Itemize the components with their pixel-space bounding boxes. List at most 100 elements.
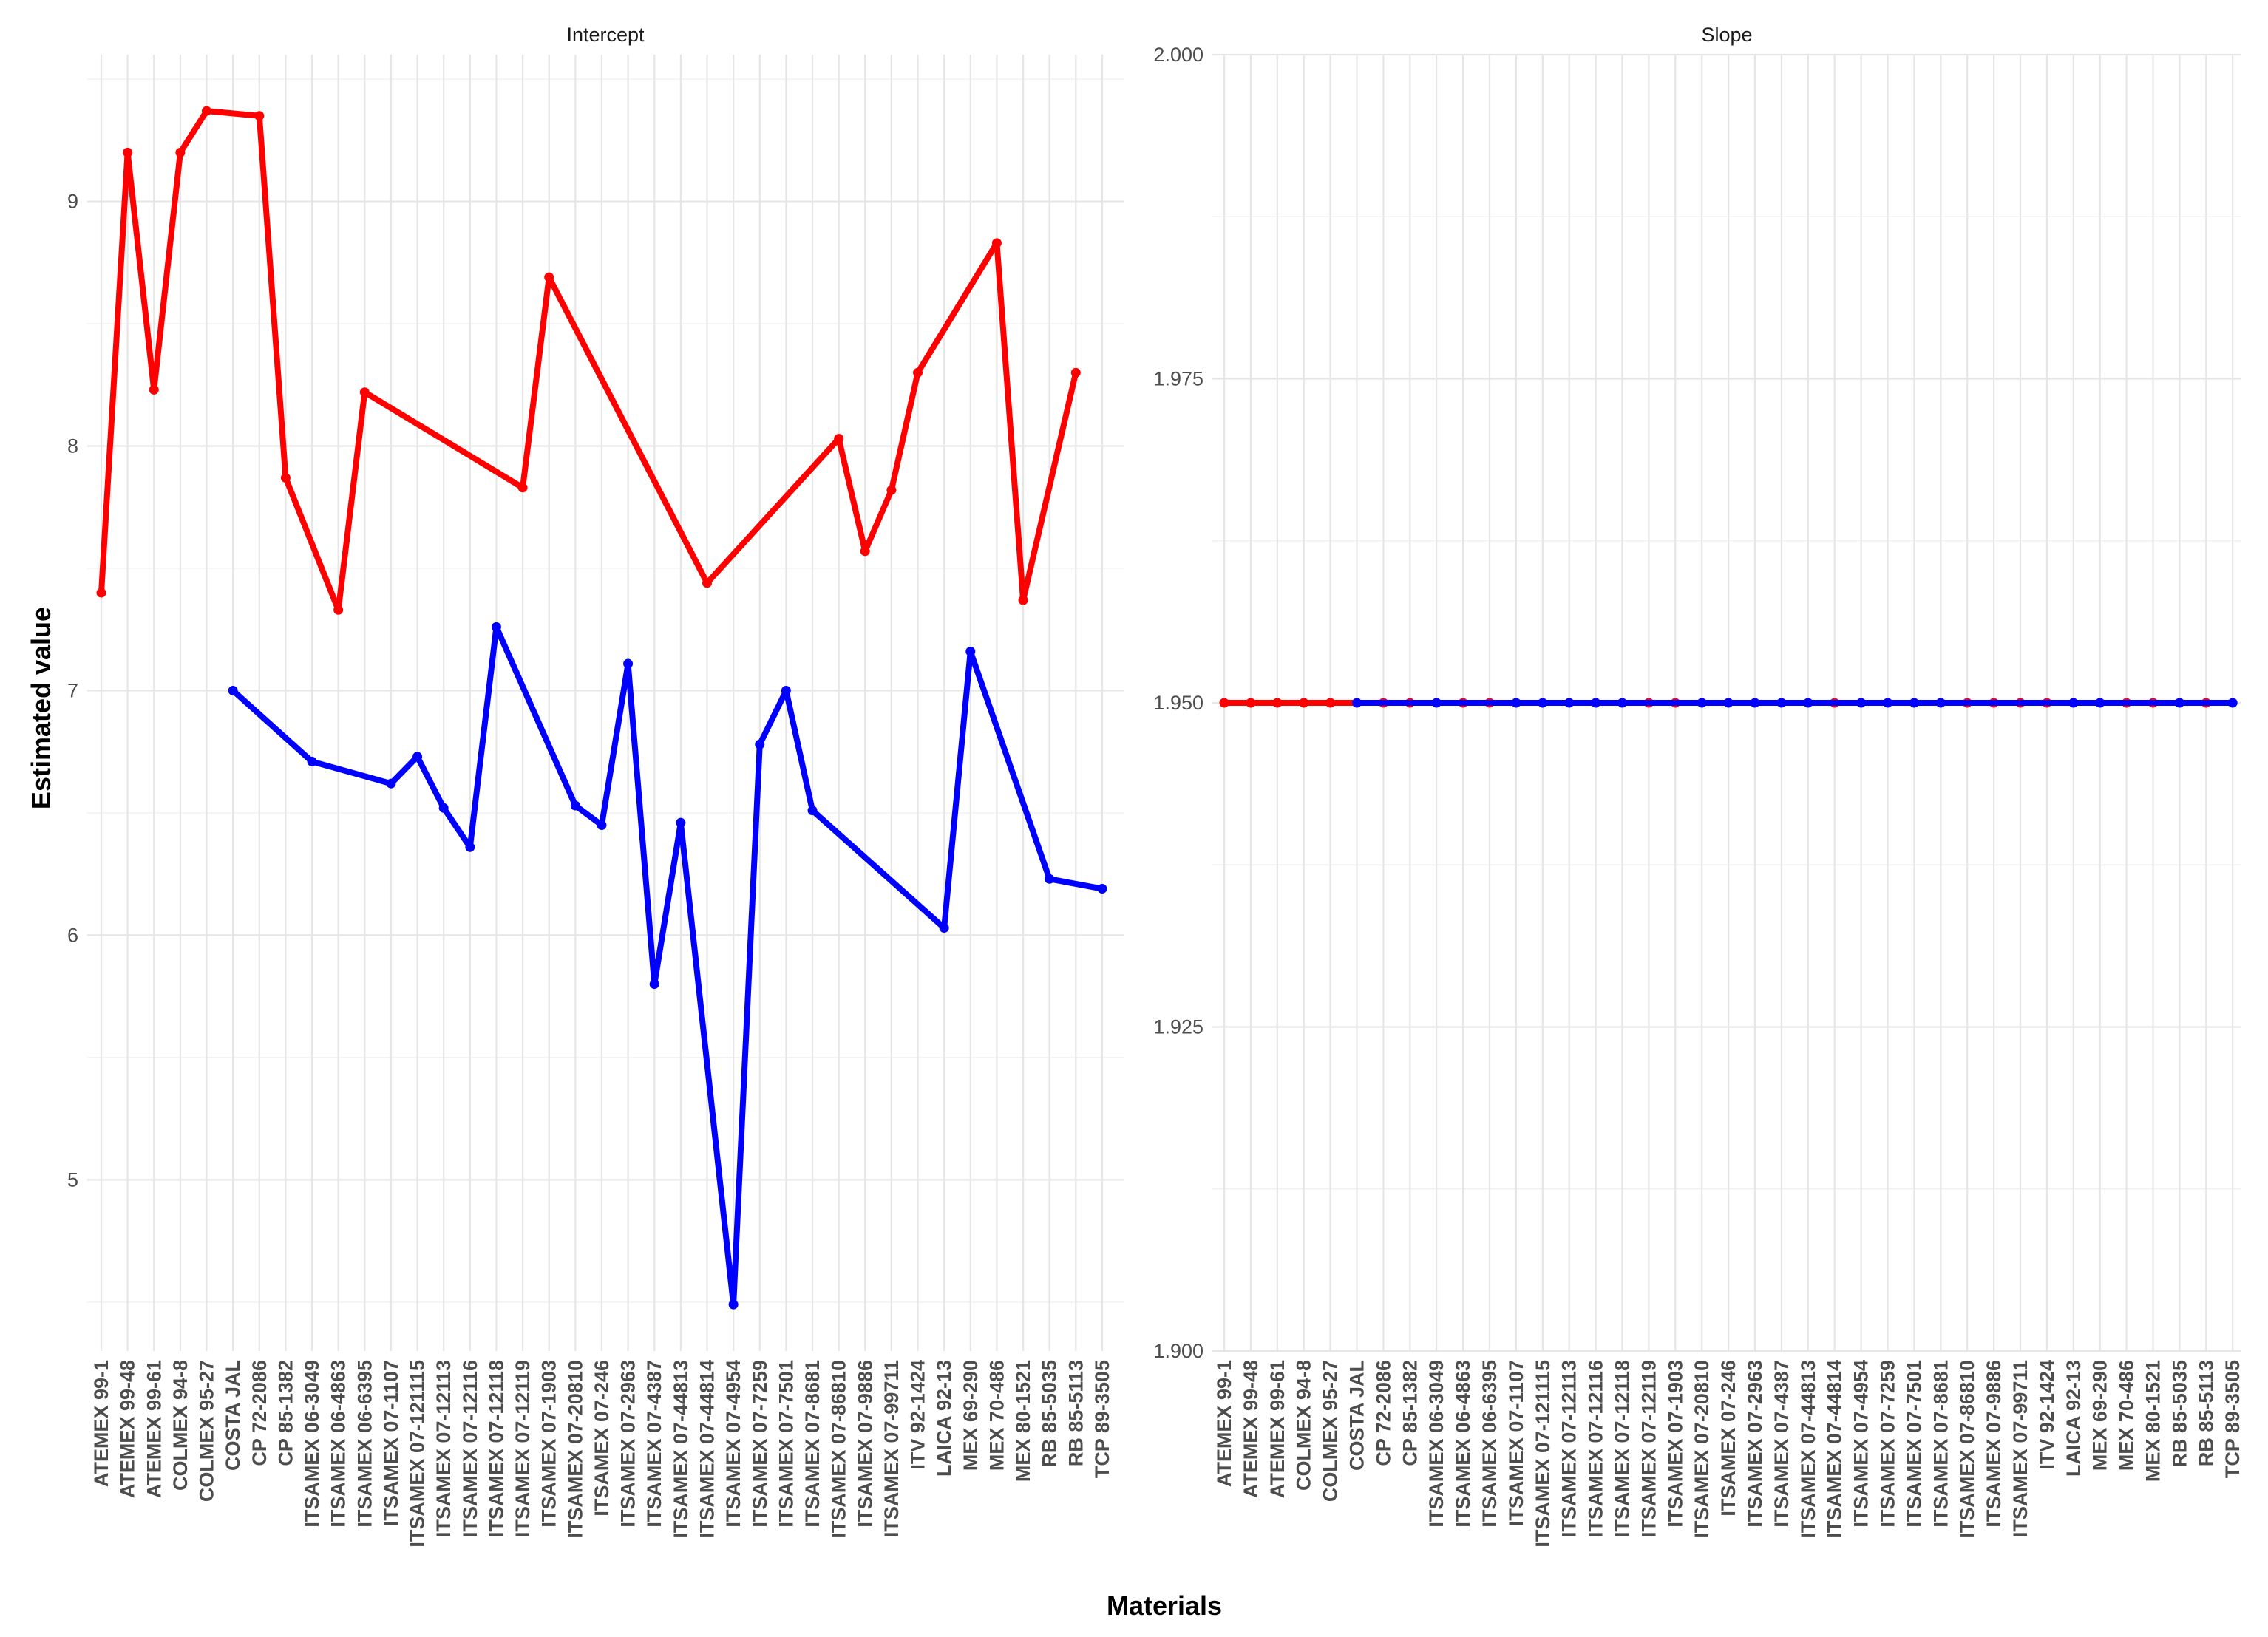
x-tick-label: ITSAMEX 07-99711 <box>2009 1360 2031 1537</box>
series-line <box>230 624 1105 1308</box>
data-point <box>728 1299 739 1310</box>
x-tick-label: TCP 89-3505 <box>2221 1360 2244 1478</box>
data-point <box>834 434 844 444</box>
data-point <box>939 922 949 933</box>
data-point <box>1352 698 1362 708</box>
x-tick-label: COLMEX 95-27 <box>196 1360 218 1502</box>
y-tick-label: 1.900 <box>1153 1340 1203 1362</box>
grid <box>87 55 1124 1351</box>
x-axis-title: Materials <box>1107 1590 1222 1621</box>
x-tick-label: ITV 92-1424 <box>2036 1360 2058 1470</box>
x-tick-label: ITSAMEX 07-20810 <box>564 1360 586 1539</box>
x-tick-label: ITSAMEX 07-99711 <box>880 1360 903 1537</box>
x-tick-label: RB 85-5035 <box>1039 1360 1061 1468</box>
data-point <box>465 842 475 852</box>
data-point <box>649 979 659 990</box>
x-tick-label: ATEMEX 99-48 <box>117 1360 139 1498</box>
x-tick-label: ITSAMEX 07-246 <box>1717 1360 1739 1517</box>
x-tick-label: ITSAMEX 07-7501 <box>775 1360 797 1528</box>
data-point <box>886 485 897 495</box>
x-tick-label: RB 85-5113 <box>2195 1360 2217 1466</box>
data-point <box>1272 698 1283 708</box>
y-tick-label: 9 <box>67 191 78 213</box>
x-tick-label: MEX 80-1521 <box>1012 1360 1034 1482</box>
x-tick-label: ITSAMEX 07-12119 <box>512 1360 534 1537</box>
x-tick-label: LAICA 92-13 <box>2062 1360 2085 1477</box>
y-tick-label: 5 <box>67 1168 78 1191</box>
data-point <box>2174 698 2184 708</box>
data-point <box>570 800 580 811</box>
x-tick-label: COLMEX 94-8 <box>1293 1360 1315 1491</box>
x-tick-label: ATEMEX 99-61 <box>143 1360 165 1498</box>
data-point <box>1909 698 1919 708</box>
y-tick-label: 1.950 <box>1153 692 1203 714</box>
x-tick-label: ITSAMEX 07-2963 <box>617 1360 639 1528</box>
x-tick-label: ITSAMEX 07-44814 <box>696 1360 718 1539</box>
data-point <box>1697 698 1707 708</box>
x-tick-label: ITSAMEX 07-12118 <box>1612 1360 1634 1537</box>
x-tick-label: CP 85-1382 <box>274 1360 296 1466</box>
data-point <box>2068 698 2079 708</box>
y-axis-title: Estimated value <box>26 607 56 809</box>
x-tick-label: ITSAMEX 07-9886 <box>1983 1360 2005 1528</box>
data-point <box>1431 698 1442 708</box>
x-tick-label: ITSAMEX 07-86810 <box>1956 1360 1978 1539</box>
x-tick-label: TCP 89-3505 <box>1091 1360 1113 1478</box>
x-tick-label: ITSAMEX 07-12116 <box>1585 1360 1607 1537</box>
x-tick-label: MEX 70-486 <box>2116 1360 2138 1471</box>
series-0 <box>96 106 1081 615</box>
data-point <box>491 622 501 632</box>
data-point <box>1219 698 1229 708</box>
x-tick-label: ITV 92-1424 <box>907 1360 929 1470</box>
data-point <box>1591 698 1601 708</box>
x-tick-label: ITSAMEX 07-44813 <box>670 1360 692 1539</box>
y-tick-label: 7 <box>67 679 78 701</box>
data-point <box>517 483 528 493</box>
panel-intercept: Intercept 5 6 7 8 9 ATEMEX 99-1 ATEMEX 99-48 ATE… <box>67 24 1124 1548</box>
x-tick-label: ITSAMEX 07-8681 <box>801 1360 824 1528</box>
data-point <box>623 658 634 669</box>
x-tick-label: ITSAMEX 07-4954 <box>722 1360 744 1528</box>
data-point <box>1299 698 1309 708</box>
x-tick-label: CP 72-2086 <box>1372 1360 1394 1466</box>
y-tick-label: 8 <box>67 435 78 457</box>
x-tick-label: ITSAMEX 06-4863 <box>1452 1360 1474 1528</box>
data-point <box>333 605 344 615</box>
data-point <box>1511 698 1521 708</box>
data-point <box>123 147 133 157</box>
x-tick-label: ITSAMEX 07-12113 <box>432 1360 455 1537</box>
x-tick-label: ITSAMEX 07-8681 <box>1929 1360 1952 1528</box>
x-tick-label: COLMEX 94-8 <box>169 1360 191 1491</box>
x-tick-label: COLMEX 95-27 <box>1320 1360 1342 1502</box>
data-point <box>1883 698 1892 708</box>
data-point <box>1564 698 1575 708</box>
data-point <box>544 272 554 282</box>
x-tick-label: RB 85-5113 <box>1065 1360 1087 1466</box>
x-tick-label: ITSAMEX 07-44814 <box>1824 1360 1846 1539</box>
data-point <box>228 685 238 695</box>
x-tick-label: ITSAMEX 07-1903 <box>538 1360 560 1528</box>
panel-slope: Slope 1.900 1.925 1.950 1.975 2.000 ATEMEX 99-… <box>1153 24 2244 1548</box>
x-tick-label: ATEMEX 99-1 <box>1213 1360 1235 1487</box>
x-tick-label: ITSAMEX 07-20810 <box>1691 1360 1713 1539</box>
data-point <box>755 739 765 749</box>
x-tick-label: ITSAMEX 07-2963 <box>1744 1360 1766 1528</box>
data-point <box>1617 698 1627 708</box>
panel-title: Intercept <box>566 24 645 46</box>
data-point <box>438 803 449 813</box>
x-tick-label: ITSAMEX 07-7259 <box>749 1360 771 1528</box>
x-tick-label: ITSAMEX 07-1903 <box>1664 1360 1686 1528</box>
x-tick-label: CP 72-2086 <box>248 1360 271 1466</box>
x-tick-label: ITSAMEX 06-3049 <box>1425 1360 1447 1528</box>
x-tick-label: RB 85-5035 <box>2168 1360 2190 1468</box>
data-point <box>202 106 212 116</box>
data-point <box>175 147 186 157</box>
x-tick-label: ITSAMEX 07-12116 <box>459 1360 481 1537</box>
x-tick-label: ITSAMEX 07-4387 <box>643 1360 665 1528</box>
data-point <box>1803 698 1813 708</box>
series-line <box>98 108 1079 613</box>
data-point <box>1070 367 1081 378</box>
data-point <box>597 820 607 830</box>
x-tick-label: ITSAMEX 07-121115 <box>407 1360 429 1548</box>
